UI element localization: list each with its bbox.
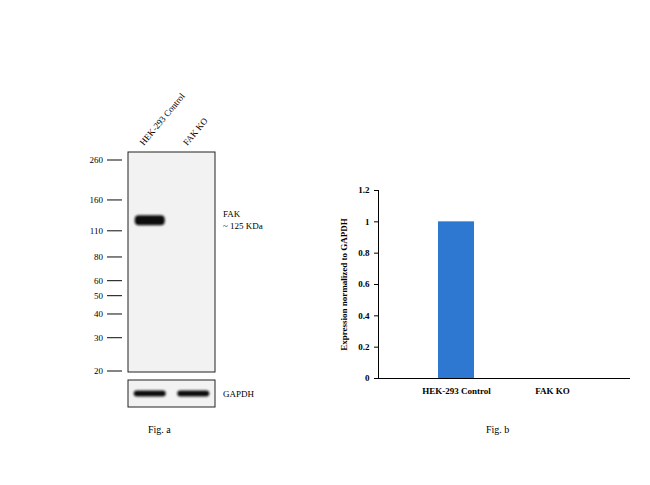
- svg-text:Expression normalized to GAPDH: Expression normalized to GAPDH: [339, 218, 349, 351]
- svg-text:~ 125 KDa: ~ 125 KDa: [223, 221, 263, 231]
- svg-text:FAK KO: FAK KO: [535, 386, 570, 396]
- svg-text:60: 60: [94, 276, 104, 286]
- svg-text:FAK KO: FAK KO: [181, 116, 210, 148]
- svg-text:HEK-293 Control: HEK-293 Control: [138, 91, 188, 147]
- svg-text:0.2: 0.2: [358, 342, 370, 352]
- html-text:Fig. b: Fig. b: [486, 424, 510, 435]
- svg-text:80: 80: [94, 252, 104, 262]
- svg-text:260: 260: [90, 155, 104, 165]
- svg-text:0.4: 0.4: [358, 311, 370, 321]
- svg-text:HEK-293 Control: HEK-293 Control: [422, 386, 491, 396]
- svg-text:0.8: 0.8: [358, 248, 370, 258]
- svg-text:1: 1: [365, 217, 370, 227]
- svg-text:160: 160: [90, 195, 104, 205]
- svg-text:FAK: FAK: [223, 209, 241, 219]
- svg-text:0.6: 0.6: [358, 279, 370, 289]
- svg-text:50: 50: [94, 291, 104, 301]
- svg-text:GAPDH: GAPDH: [223, 389, 255, 399]
- svg-text:30: 30: [94, 333, 104, 343]
- svg-text:20: 20: [94, 366, 104, 376]
- svg-text:110: 110: [90, 226, 104, 236]
- svg-text:1.2: 1.2: [358, 185, 370, 195]
- svg-text:0: 0: [365, 373, 370, 383]
- svg-text:40: 40: [94, 309, 104, 319]
- html-text:Fig. a: Fig. a: [148, 424, 171, 435]
